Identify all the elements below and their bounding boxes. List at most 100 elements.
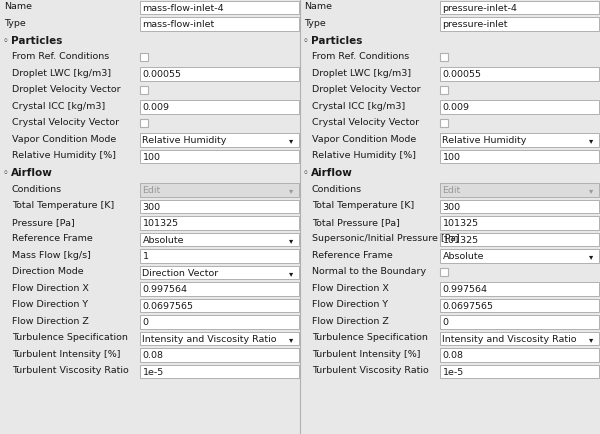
Text: Absolute: Absolute xyxy=(143,235,184,244)
Bar xyxy=(439,87,448,95)
Text: mass-flow-inlet: mass-flow-inlet xyxy=(143,20,215,29)
Text: ◦: ◦ xyxy=(303,168,312,178)
Text: Flow Direction Z: Flow Direction Z xyxy=(12,316,89,325)
Text: Crystal Velocity Vector: Crystal Velocity Vector xyxy=(312,118,419,127)
Bar xyxy=(439,120,448,128)
Text: Total Pressure [Pa]: Total Pressure [Pa] xyxy=(312,217,400,226)
Text: 0: 0 xyxy=(443,318,449,326)
Text: ▾: ▾ xyxy=(589,136,593,145)
Text: Turbulence Specification: Turbulence Specification xyxy=(12,332,128,342)
Bar xyxy=(439,348,599,362)
Text: Vapor Condition Mode: Vapor Condition Mode xyxy=(12,135,116,143)
Bar xyxy=(139,68,299,81)
Text: Relative Humidity: Relative Humidity xyxy=(143,136,227,145)
Text: ◦: ◦ xyxy=(3,36,12,46)
Text: Crystal ICC [kg/m3]: Crystal ICC [kg/m3] xyxy=(312,102,405,111)
Text: Relative Humidity: Relative Humidity xyxy=(443,136,527,145)
Text: 0.0697565: 0.0697565 xyxy=(143,301,193,310)
Text: Supersonic/Initial Pressure [Pa]: Supersonic/Initial Pressure [Pa] xyxy=(312,234,460,243)
Text: Flow Direction X: Flow Direction X xyxy=(12,283,89,292)
Text: pressure-inlet-4: pressure-inlet-4 xyxy=(443,4,517,13)
Bar xyxy=(139,1,299,15)
Bar xyxy=(139,200,299,214)
Bar xyxy=(439,283,599,296)
Text: ▾: ▾ xyxy=(289,268,293,277)
Bar xyxy=(439,184,599,197)
Bar xyxy=(439,1,599,15)
Bar xyxy=(139,87,148,95)
Text: 1e-5: 1e-5 xyxy=(443,367,464,376)
Text: 0.009: 0.009 xyxy=(143,103,170,112)
Bar xyxy=(439,18,599,31)
Text: Relative Humidity [%]: Relative Humidity [%] xyxy=(12,151,116,160)
Bar xyxy=(439,365,599,378)
Text: Type: Type xyxy=(304,19,326,28)
Text: Flow Direction Y: Flow Direction Y xyxy=(312,299,388,309)
Bar xyxy=(139,120,148,128)
Text: mass-flow-inlet-4: mass-flow-inlet-4 xyxy=(143,4,224,13)
Text: Crystal Velocity Vector: Crystal Velocity Vector xyxy=(12,118,119,127)
Text: Type: Type xyxy=(4,19,26,28)
Bar xyxy=(139,150,299,164)
Text: Edit: Edit xyxy=(143,186,161,195)
Bar xyxy=(139,233,299,247)
Bar xyxy=(439,134,599,147)
Text: Droplet LWC [kg/m3]: Droplet LWC [kg/m3] xyxy=(312,69,411,78)
Text: 0.997564: 0.997564 xyxy=(443,285,487,293)
Bar xyxy=(139,283,299,296)
Text: Droplet LWC [kg/m3]: Droplet LWC [kg/m3] xyxy=(12,69,111,78)
Bar xyxy=(139,18,299,31)
Text: Crystal ICC [kg/m3]: Crystal ICC [kg/m3] xyxy=(12,102,105,111)
Text: 1: 1 xyxy=(143,252,149,261)
Text: Intensity and Viscosity Ratio: Intensity and Viscosity Ratio xyxy=(443,334,577,343)
Bar xyxy=(439,217,599,230)
Text: Direction Mode: Direction Mode xyxy=(12,266,83,276)
Text: Vapor Condition Mode: Vapor Condition Mode xyxy=(312,135,416,143)
Text: Flow Direction X: Flow Direction X xyxy=(312,283,389,292)
Text: Edit: Edit xyxy=(443,186,461,195)
Text: Flow Direction Z: Flow Direction Z xyxy=(312,316,389,325)
Bar xyxy=(139,101,299,114)
Text: Mass Flow [kg/s]: Mass Flow [kg/s] xyxy=(12,250,91,259)
Text: 100: 100 xyxy=(143,152,161,161)
Bar xyxy=(139,332,299,345)
Text: ▾: ▾ xyxy=(589,186,593,195)
Text: 0.997564: 0.997564 xyxy=(143,285,187,293)
Text: Relative Humidity [%]: Relative Humidity [%] xyxy=(312,151,416,160)
Text: Reference Frame: Reference Frame xyxy=(12,234,93,243)
Text: Total Temperature [K]: Total Temperature [K] xyxy=(12,201,114,210)
Bar xyxy=(139,134,299,147)
Bar xyxy=(439,54,448,62)
Bar xyxy=(439,150,599,164)
Text: 0: 0 xyxy=(143,318,149,326)
Text: From Ref. Conditions: From Ref. Conditions xyxy=(12,52,109,61)
Text: ▾: ▾ xyxy=(589,334,593,343)
Text: Turbulent Viscosity Ratio: Turbulent Viscosity Ratio xyxy=(312,365,429,375)
Text: Turbulent Intensity [%]: Turbulent Intensity [%] xyxy=(12,349,121,358)
Text: Turbulent Viscosity Ratio: Turbulent Viscosity Ratio xyxy=(12,365,129,375)
Text: Droplet Velocity Vector: Droplet Velocity Vector xyxy=(312,85,421,94)
Text: 1e-5: 1e-5 xyxy=(143,367,164,376)
Bar xyxy=(439,200,599,214)
Text: Conditions: Conditions xyxy=(312,184,362,193)
Text: ▾: ▾ xyxy=(289,235,293,244)
Text: Direction Vector: Direction Vector xyxy=(143,268,219,277)
Text: 300: 300 xyxy=(143,202,161,211)
Bar xyxy=(139,315,299,329)
Bar xyxy=(139,184,299,197)
Bar xyxy=(439,233,599,247)
Text: Intensity and Viscosity Ratio: Intensity and Viscosity Ratio xyxy=(143,334,277,343)
Text: 100: 100 xyxy=(443,152,461,161)
Text: ▾: ▾ xyxy=(289,186,293,195)
Bar xyxy=(139,54,148,62)
Bar xyxy=(439,101,599,114)
Bar xyxy=(139,348,299,362)
Text: Normal to the Boundary: Normal to the Boundary xyxy=(312,266,426,276)
Text: Flow Direction Y: Flow Direction Y xyxy=(12,299,88,309)
Text: Name: Name xyxy=(4,2,32,11)
Text: 0.00055: 0.00055 xyxy=(443,70,482,79)
Bar xyxy=(439,68,599,81)
Text: Airflow: Airflow xyxy=(11,168,53,178)
Text: Droplet Velocity Vector: Droplet Velocity Vector xyxy=(12,85,121,94)
Text: ▾: ▾ xyxy=(289,136,293,145)
